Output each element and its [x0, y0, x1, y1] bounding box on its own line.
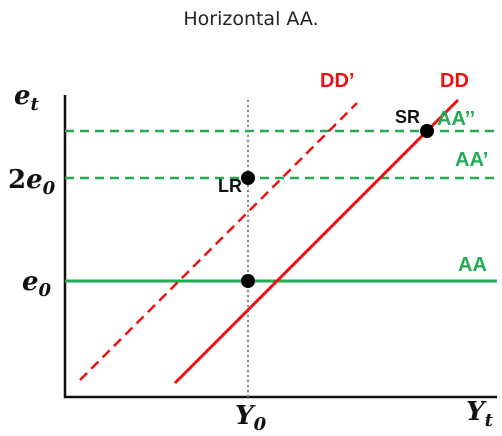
- dd-line: [173, 98, 460, 385]
- aa-prime-label: AA’: [455, 149, 488, 171]
- aa-label: AA: [458, 254, 487, 276]
- aa-double-prime-label: AA’’: [437, 108, 475, 130]
- y-tick-e0: e0: [22, 267, 52, 301]
- x-tick-y0: Y0: [235, 401, 267, 435]
- initial-equilibrium-point: [241, 274, 255, 288]
- diagram-title: Horizontal AA.: [183, 8, 319, 30]
- y-axis-label: et: [14, 81, 40, 115]
- sr-label: SR: [395, 107, 420, 127]
- dd-prime-line: [79, 102, 358, 381]
- y-tick-2e0: 2e0: [8, 165, 56, 199]
- dd-prime-label: DD’: [320, 70, 354, 92]
- x-axis-label: Yt: [466, 397, 494, 431]
- lr-point: [241, 171, 255, 185]
- lr-label: LR: [218, 176, 242, 196]
- sr-point: [420, 124, 434, 138]
- dd-label: DD: [440, 70, 469, 92]
